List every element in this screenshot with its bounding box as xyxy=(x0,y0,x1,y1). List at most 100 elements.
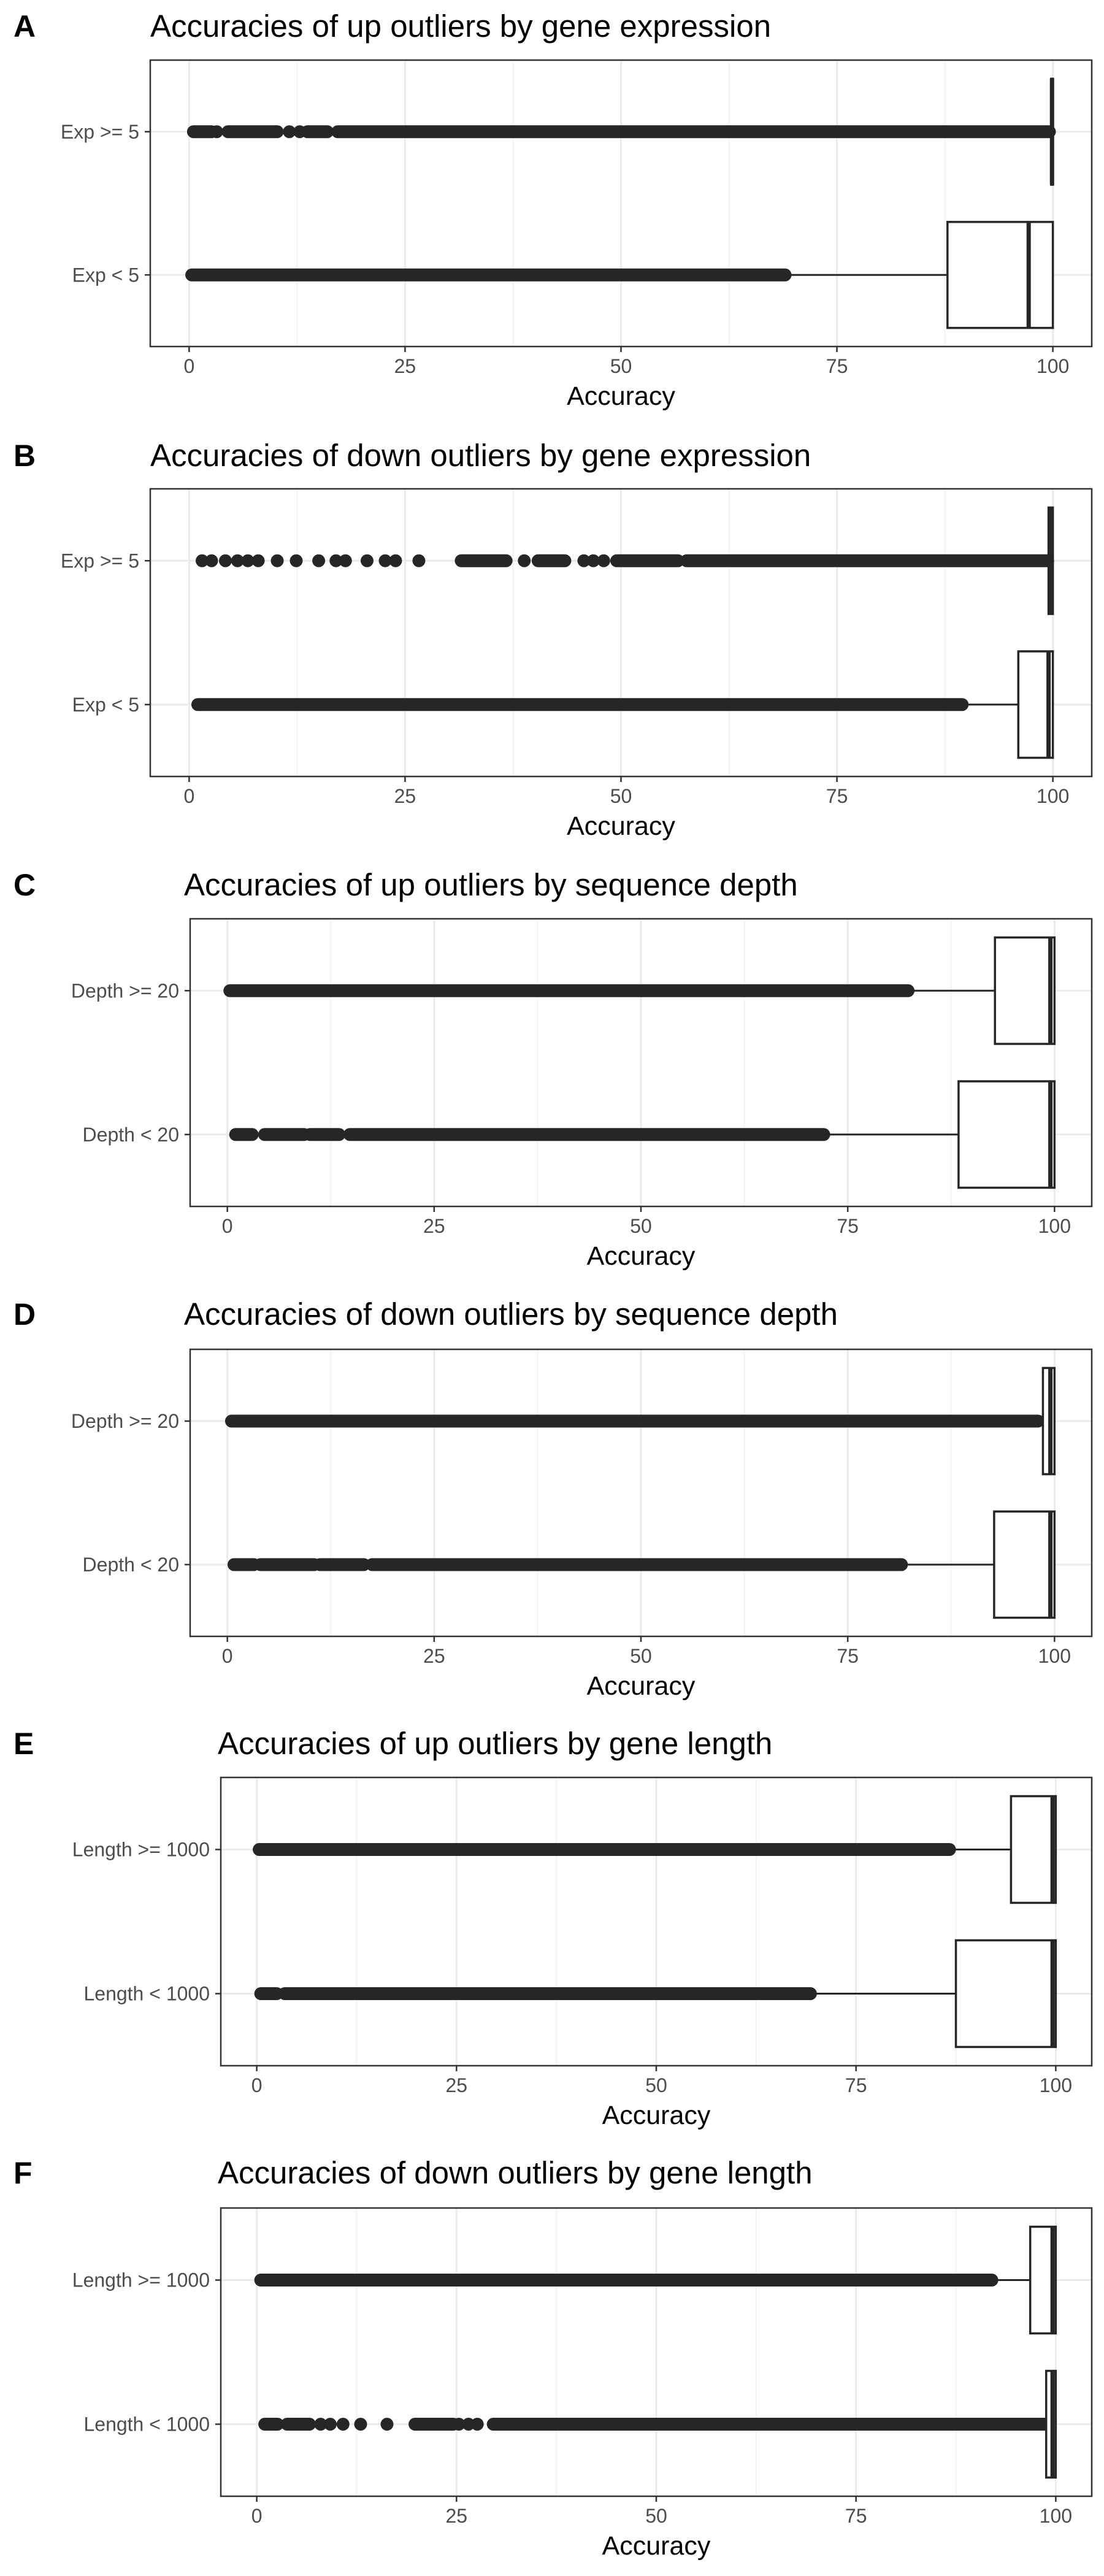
outlier-point xyxy=(389,554,402,567)
box-lower xyxy=(227,1510,1056,1619)
y-tick-label: Exp >= 5 xyxy=(61,550,139,572)
x-tick-label: 75 xyxy=(826,355,848,377)
panel-e: Length >= 1000 Length < 1000 0 25 50 75 100 Acc… xyxy=(13,1726,1093,2130)
x-tick-label: 100 xyxy=(1038,1215,1071,1237)
outlier-point xyxy=(195,554,209,567)
box-lower xyxy=(185,221,1054,329)
panel-letter: C xyxy=(13,868,36,902)
x-axis-label: Accuracy xyxy=(567,381,675,411)
chart-title: Accuracies of up outliers by gene expres… xyxy=(150,9,771,44)
panel-letter: E xyxy=(13,1727,34,1761)
y-tick-label: Exp < 5 xyxy=(72,264,139,286)
x-tick-label: 100 xyxy=(1038,1645,1071,1667)
outlier-point xyxy=(323,2418,337,2431)
box-lower xyxy=(191,650,1054,759)
box xyxy=(946,221,1054,329)
x-axis-label: Accuracy xyxy=(587,1671,696,1701)
panel-d: Depth >= 20 Depth < 20 0 25 50 75 100 Accuracy D… xyxy=(13,1297,1093,1701)
y-tick-label: Length >= 1000 xyxy=(72,2269,210,2291)
outlier-point xyxy=(586,554,600,567)
box-upper xyxy=(224,1367,1056,1476)
x-tick-label: 100 xyxy=(1040,2505,1072,2527)
panel-f: Length >= 1000 Length < 1000 0 25 50 75 100 Acc… xyxy=(13,2155,1093,2561)
x-tick-label: 50 xyxy=(645,2074,667,2096)
outlier-point xyxy=(314,2418,328,2431)
y-tick-label: Depth >= 20 xyxy=(71,1410,179,1432)
x-tick-label: 0 xyxy=(183,355,194,377)
box xyxy=(954,1939,1057,2049)
x-tick-label: 25 xyxy=(394,355,416,377)
outlier-point xyxy=(470,2418,484,2431)
x-tick-label: 75 xyxy=(826,785,848,807)
x-tick-label: 0 xyxy=(222,1215,233,1237)
outlier-point xyxy=(251,554,265,567)
x-tick-label: 75 xyxy=(837,1215,859,1237)
x-tick-label: 0 xyxy=(251,2505,263,2527)
x-axis-label: Accuracy xyxy=(567,811,675,841)
x-axis-label: Accuracy xyxy=(587,1241,696,1271)
outlier-point xyxy=(380,2418,394,2431)
box xyxy=(994,936,1056,1045)
box-lower xyxy=(254,1939,1057,2049)
y-tick-label: Depth < 20 xyxy=(83,1554,179,1576)
x-tick-label: 0 xyxy=(183,785,194,807)
outlier-point xyxy=(283,125,296,139)
outlier-point xyxy=(293,125,307,139)
panel-c: Depth >= 20 Depth < 20 0 25 50 75 100 Accuracy C… xyxy=(13,867,1093,1271)
x-tick-label: 25 xyxy=(446,2074,468,2096)
outlier-point xyxy=(241,554,255,567)
box-upper xyxy=(195,506,1054,615)
x-tick-label: 50 xyxy=(645,2505,667,2527)
box-upper xyxy=(186,77,1056,186)
x-tick-label: 25 xyxy=(423,1645,445,1667)
outlier-point xyxy=(339,554,352,567)
outlier-point xyxy=(329,554,343,567)
x-tick-label: 50 xyxy=(610,785,632,807)
y-tick-label: Exp >= 5 xyxy=(61,121,139,143)
x-tick-label: 75 xyxy=(845,2074,867,2096)
x-tick-label: 0 xyxy=(251,2074,263,2096)
outlier-point xyxy=(270,554,284,567)
chart-title: Accuracies of down outliers by gene leng… xyxy=(218,2155,813,2190)
panel-b: Exp >= 5 Exp < 5 0 25 50 75 100 Accuracy B Accura… xyxy=(13,438,1093,841)
x-tick-label: 25 xyxy=(394,785,416,807)
panel-letter: A xyxy=(13,9,36,44)
outlier-point xyxy=(289,554,303,567)
x-tick-label: 25 xyxy=(423,1215,445,1237)
outlier-point xyxy=(205,554,218,567)
panel-letter: F xyxy=(13,2156,33,2190)
outlier-point xyxy=(294,2418,307,2431)
outlier-point xyxy=(378,554,392,567)
box xyxy=(1010,1795,1057,1904)
chart-title: Accuracies of up outliers by gene length xyxy=(218,1726,772,1761)
x-tick-label: 100 xyxy=(1037,785,1069,807)
x-tick-label: 50 xyxy=(610,355,632,377)
panel-a: Exp >= 5 Exp < 5 0 25 50 75 100 Accuracy A Accura… xyxy=(13,9,1093,411)
box-lower xyxy=(258,2369,1057,2479)
outlier-point xyxy=(219,554,232,567)
outlier-point xyxy=(360,554,374,567)
outlier-point xyxy=(412,554,426,567)
y-tick-label: Length >= 1000 xyxy=(72,1839,210,1861)
x-tick-label: 100 xyxy=(1040,2074,1072,2096)
x-axis-label: Accuracy xyxy=(602,2531,711,2561)
box-upper xyxy=(253,1795,1057,1904)
y-tick-label: Depth >= 20 xyxy=(71,979,179,1002)
outlier-point xyxy=(354,2418,367,2431)
box-lower xyxy=(229,1080,1056,1189)
x-tick-label: 50 xyxy=(630,1645,652,1667)
y-tick-label: Exp < 5 xyxy=(72,694,139,716)
chart-title: Accuracies of down outliers by sequence … xyxy=(184,1297,838,1332)
y-tick-label: Length < 1000 xyxy=(83,1983,210,2005)
x-tick-label: 0 xyxy=(222,1645,233,1667)
x-tick-label: 75 xyxy=(845,2505,867,2527)
outlier-point xyxy=(312,554,326,567)
outlier-point xyxy=(518,554,531,567)
chart-title: Accuracies of up outliers by sequence de… xyxy=(184,867,798,902)
x-tick-label: 100 xyxy=(1037,355,1069,377)
y-tick-label: Length < 1000 xyxy=(83,2413,210,2436)
x-axis-label: Accuracy xyxy=(602,2101,711,2130)
outlier-point xyxy=(597,554,610,567)
chart-title: Accuracies of down outliers by gene expr… xyxy=(150,438,811,473)
